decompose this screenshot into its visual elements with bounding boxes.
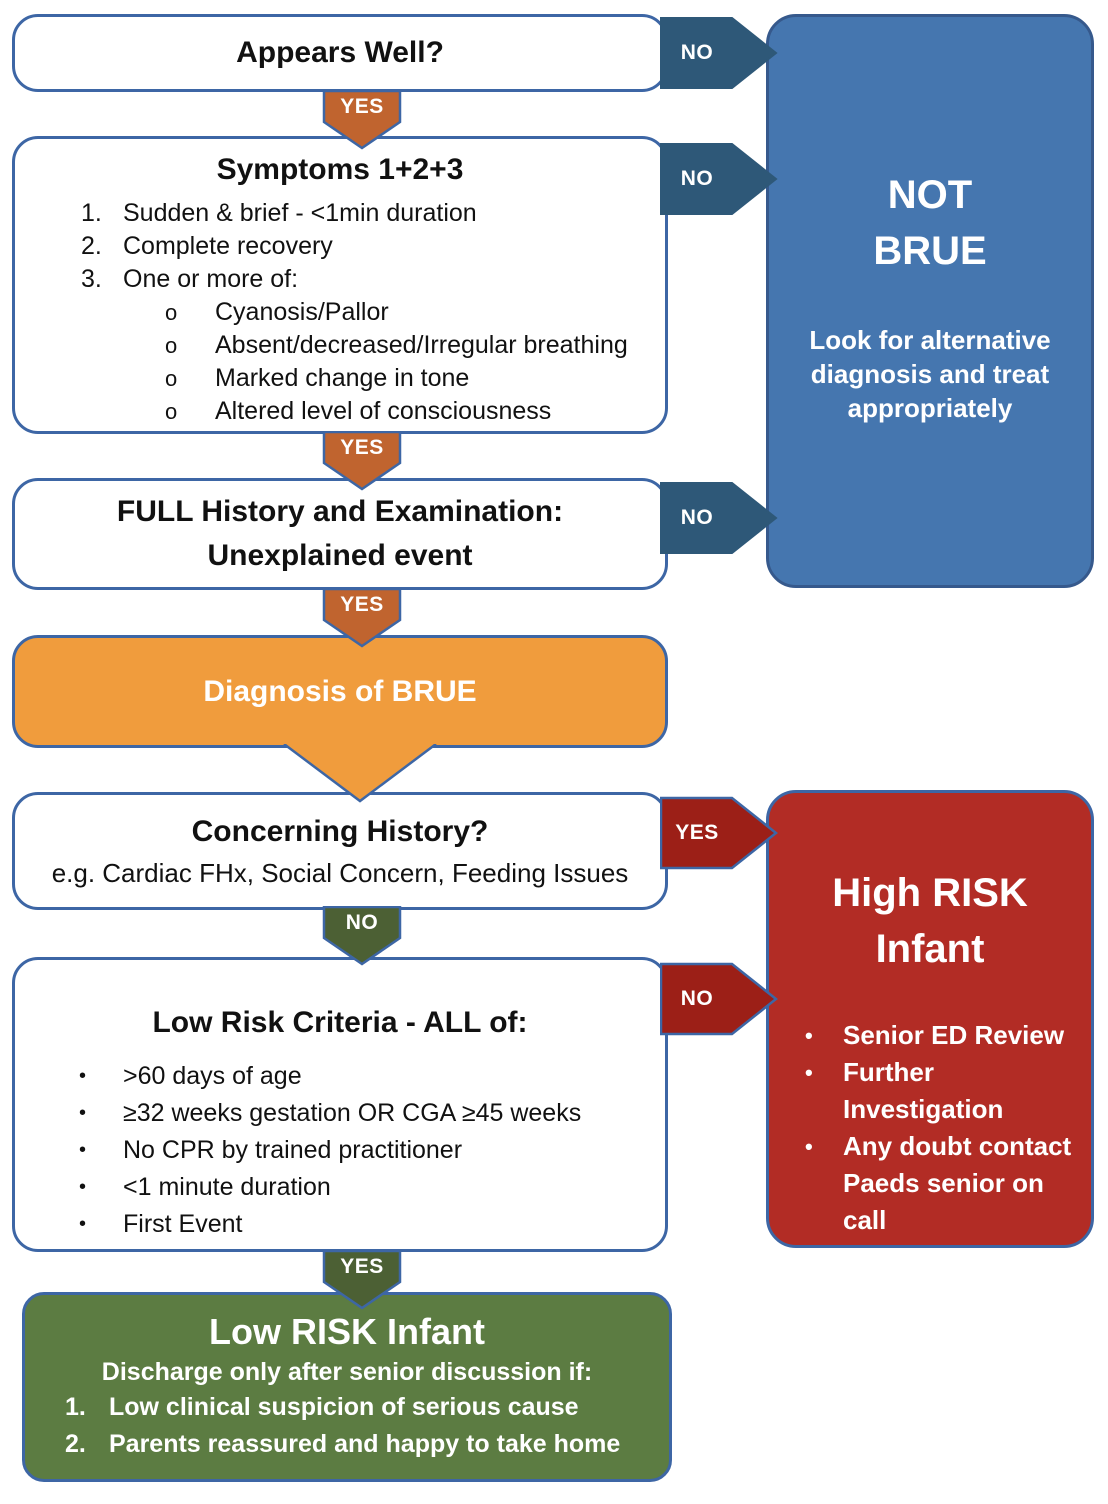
not-brue-box: NOT BRUE Look for alternative diagnosis … <box>766 14 1094 588</box>
high-risk-title-line1: High RISK <box>832 871 1028 915</box>
circle-bullet-icon: o <box>165 399 178 424</box>
low-risk-infant-list: 1. Low clinical suspicion of serious cau… <box>25 1389 669 1463</box>
symptoms-item: 3. One or more of: <box>81 265 299 293</box>
arrow-label: NO <box>680 506 714 529</box>
bullet-icon: • <box>79 1065 87 1087</box>
symptoms-item: 1. Sudden & brief - <1min duration <box>81 199 477 227</box>
not-brue-title-line1: NOT <box>887 173 973 217</box>
high-risk-item: • Any doubt contact Paeds senior on call <box>805 1128 1091 1239</box>
symptoms-box: Symptoms 1+2+3 1. Sudden & brief - <1min… <box>12 136 668 434</box>
circle-bullet-icon: o <box>165 333 178 358</box>
bullet-icon: • <box>79 1139 87 1161</box>
not-brue-body: Look for alternative diagnosis and treat… <box>809 325 1051 423</box>
no-arrow-symptoms: NO <box>660 142 778 216</box>
bullet-icon: • <box>79 1176 87 1198</box>
low-risk-infant-box: Low RISK Infant Discharge only after sen… <box>22 1292 672 1482</box>
concerning-history-box: Concerning History? e.g. Cardiac FHx, So… <box>12 792 668 910</box>
concerning-history-subtitle: e.g. Cardiac FHx, Social Concern, Feedin… <box>51 858 629 888</box>
yes-arrow-low-risk-down: YES <box>322 1250 402 1310</box>
arrow-label: NO <box>680 987 714 1010</box>
no-arrow-appears-well: NO <box>660 16 778 90</box>
low-risk-infant-subtitle: Discharge only after senior discussion i… <box>101 1358 593 1386</box>
yes-arrow-concerning-history: YES <box>660 796 778 870</box>
symptoms-subitem: o Cyanosis/Pallor <box>165 296 665 329</box>
no-arrow-low-risk-criteria: NO <box>660 962 778 1036</box>
symptoms-subitem: o Altered level of consciousness <box>165 395 665 428</box>
criteria-item: • ≥32 weeks gestation OR CGA ≥45 weeks <box>79 1095 665 1132</box>
diagnosis-brue-title: Diagnosis of BRUE <box>203 674 477 708</box>
symptoms-title: Symptoms 1+2+3 <box>216 153 464 186</box>
low-risk-infant-title: Low RISK Infant <box>209 1311 485 1352</box>
arrow-label: YES <box>675 821 719 844</box>
high-risk-box: High RISK Infant • Senior ED Review • Fu… <box>766 790 1094 1248</box>
arrow-label: YES <box>340 436 384 459</box>
criteria-item: • >60 days of age <box>79 1058 665 1095</box>
appears-well-title: Appears Well? <box>236 36 444 69</box>
arrow-label: NO <box>680 167 714 190</box>
high-risk-list: • Senior ED Review • Further Investigati… <box>769 1017 1091 1239</box>
arrow-label: NO <box>345 911 379 934</box>
no-arrow-concerning-down: NO <box>322 906 402 966</box>
diagnosis-triangle-connector <box>282 744 438 804</box>
yes-arrow-full-history-down: YES <box>322 588 402 648</box>
concerning-history-title: Concerning History? <box>191 815 489 848</box>
low-risk-criteria-box: Low Risk Criteria - ALL of: • >60 days o… <box>12 957 668 1252</box>
not-brue-title-line2: BRUE <box>873 229 987 273</box>
no-arrow-full-history: NO <box>660 481 778 555</box>
yes-arrow-appears-well-down: YES <box>322 90 402 150</box>
circle-bullet-icon: o <box>165 300 178 325</box>
symptoms-subitem: o Marked change in tone <box>165 362 665 395</box>
criteria-item: • First Event <box>79 1206 665 1243</box>
appears-well-box: Appears Well? <box>12 14 668 92</box>
diagnosis-brue-box: Diagnosis of BRUE <box>12 635 668 748</box>
high-risk-title-line2: Infant <box>875 927 985 971</box>
bullet-icon: • <box>79 1102 87 1124</box>
arrow-label: NO <box>680 41 714 64</box>
low-risk-criteria-title: Low Risk Criteria - ALL of: <box>152 1006 528 1039</box>
yes-arrow-symptoms-down: YES <box>322 431 402 491</box>
arrow-label: YES <box>340 1255 384 1278</box>
symptoms-sublist: o Cyanosis/Pallor o Absent/decreased/Irr… <box>15 296 665 428</box>
arrow-label: YES <box>340 593 384 616</box>
bullet-icon: • <box>805 1060 813 1085</box>
full-history-line2: Unexplained event <box>207 539 473 572</box>
low-risk-infant-item: 1. Low clinical suspicion of serious cau… <box>65 1393 579 1421</box>
high-risk-item: • Senior ED Review <box>805 1017 1091 1054</box>
full-history-box: FULL History and Examination: Unexplaine… <box>12 478 668 590</box>
symptoms-subitem: o Absent/decreased/Irregular breathing <box>165 329 665 362</box>
bullet-icon: • <box>79 1213 87 1235</box>
criteria-item: • No CPR by trained practitioner <box>79 1132 665 1169</box>
low-risk-infant-item: 2. Parents reassured and happy to take h… <box>65 1430 621 1458</box>
arrow-label: YES <box>340 95 384 118</box>
circle-bullet-icon: o <box>165 366 178 391</box>
low-risk-criteria-list: • >60 days of age • ≥32 weeks gestation … <box>15 1058 665 1243</box>
symptoms-item: 2. Complete recovery <box>81 232 333 260</box>
symptoms-list: 1. Sudden & brief - <1min duration 2. Co… <box>15 197 665 296</box>
criteria-item: • <1 minute duration <box>79 1169 665 1206</box>
bullet-icon: • <box>805 1023 813 1048</box>
high-risk-item: • Further Investigation <box>805 1054 1091 1128</box>
bullet-icon: • <box>805 1134 813 1159</box>
full-history-line1: FULL History and Examination: <box>116 495 564 528</box>
